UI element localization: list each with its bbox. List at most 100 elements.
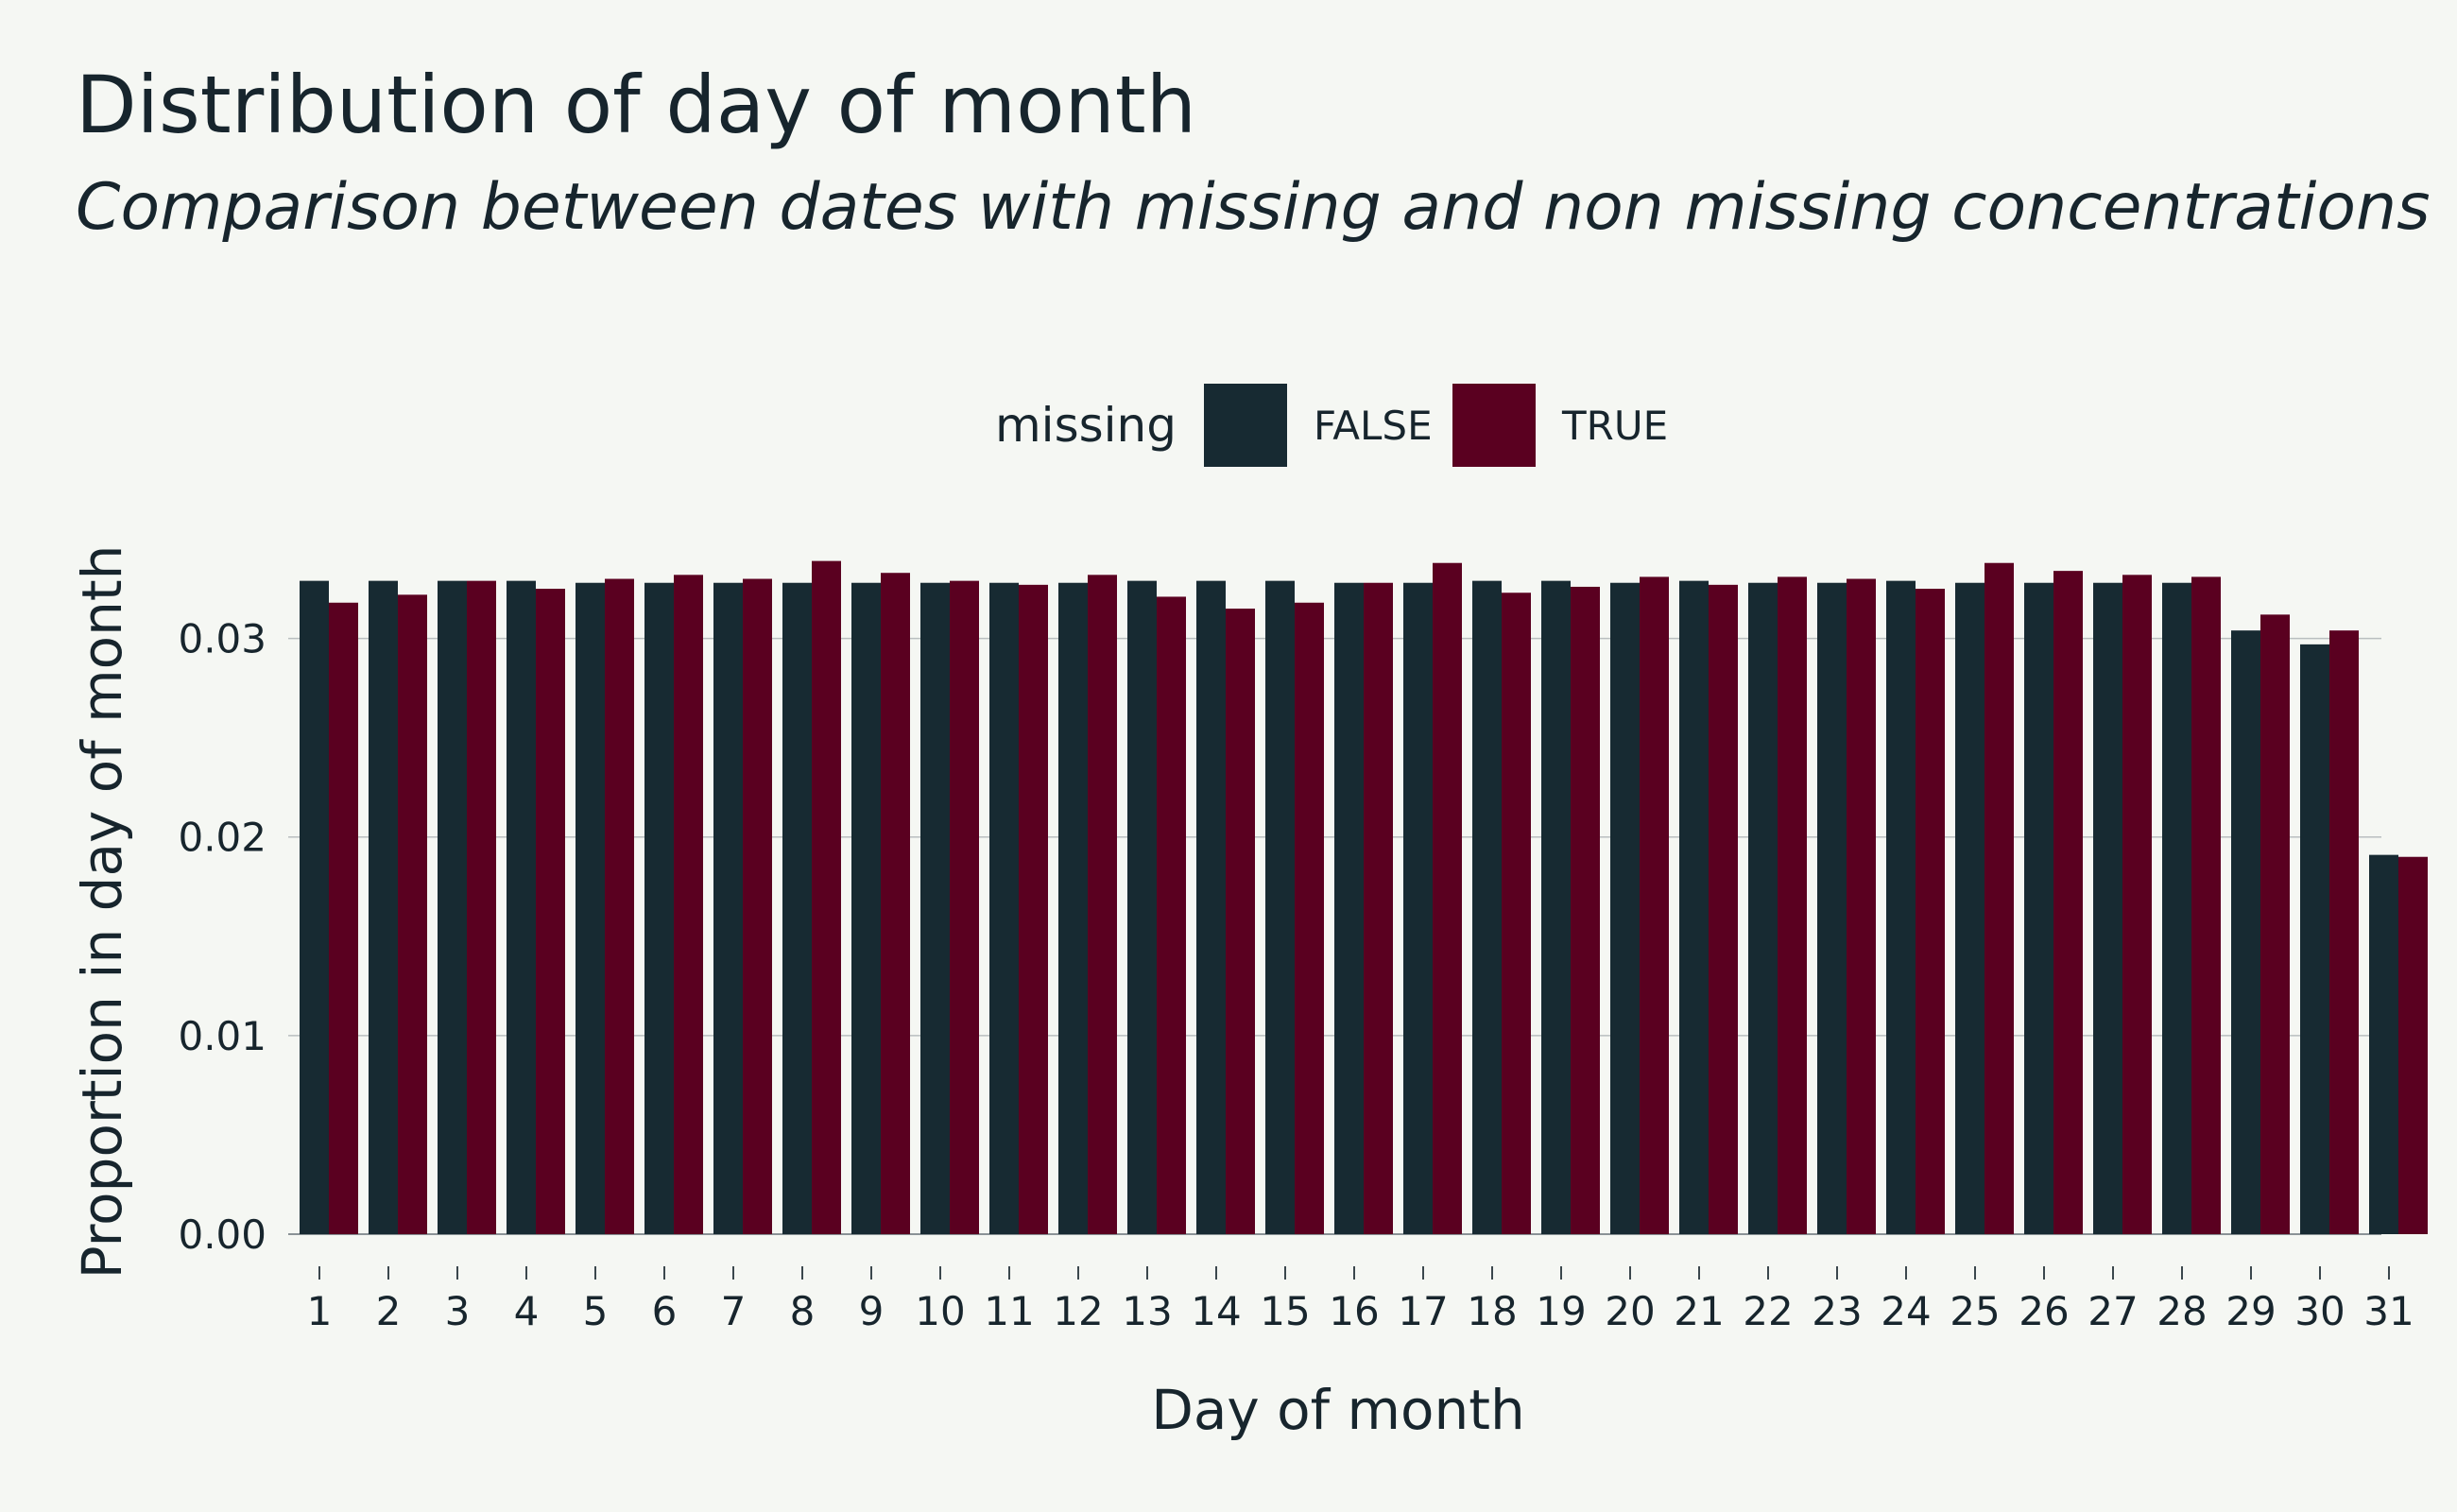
legend-label-true: TRUE: [1561, 403, 1668, 449]
bar-false-day-7: [713, 582, 743, 1234]
bar-false-day-13: [1127, 580, 1157, 1234]
y-tick-label: 0.02: [178, 815, 266, 861]
x-tick-label: 21: [1674, 1288, 1724, 1334]
x-tick-label: 16: [1329, 1288, 1379, 1334]
bar-false-day-17: [1403, 582, 1433, 1234]
bar-true-day-12: [1088, 575, 1117, 1234]
x-tick-label: 23: [1812, 1288, 1862, 1334]
bar-true-day-3: [467, 580, 496, 1234]
bars: [300, 560, 2428, 1234]
bar-true-day-10: [950, 580, 979, 1234]
x-tick-label: 18: [1467, 1288, 1517, 1334]
bar-true-day-17: [1433, 562, 1462, 1234]
x-tick-label: 19: [1536, 1288, 1586, 1334]
x-tick-label: 8: [790, 1288, 816, 1334]
y-tick-label: 0.00: [178, 1211, 266, 1258]
bar-false-day-6: [644, 582, 674, 1234]
x-tick-label: 20: [1605, 1288, 1655, 1334]
x-tick-label: 6: [652, 1288, 678, 1334]
x-tick-label: 3: [445, 1288, 471, 1334]
bar-false-day-14: [1196, 580, 1226, 1234]
bar-false-day-25: [1955, 582, 1984, 1234]
bar-false-day-4: [507, 580, 536, 1234]
x-tick-label: 30: [2294, 1288, 2345, 1334]
x-tick-label: 17: [1398, 1288, 1448, 1334]
bar-false-day-9: [851, 582, 881, 1234]
bar-false-day-1: [300, 580, 329, 1234]
x-tick-label: 1: [307, 1288, 333, 1334]
bar-true-day-31: [2398, 856, 2428, 1234]
bar-false-day-29: [2231, 630, 2260, 1234]
x-tick-label: 14: [1191, 1288, 1241, 1334]
bar-true-day-14: [1226, 609, 1255, 1234]
x-tick-label: 12: [1053, 1288, 1103, 1334]
bar-false-day-15: [1265, 580, 1295, 1234]
bar-true-day-5: [605, 578, 634, 1234]
x-tick-label: 15: [1260, 1288, 1310, 1334]
bar-true-day-29: [2260, 614, 2290, 1234]
bar-false-day-3: [438, 580, 467, 1234]
legend-label-false: FALSE: [1314, 403, 1433, 449]
bar-true-day-19: [1571, 586, 1600, 1234]
bar-true-day-20: [1640, 576, 1669, 1234]
x-axis-title: Day of month: [1151, 1378, 1525, 1442]
x-tick-label: 4: [514, 1288, 540, 1334]
legend-title: missing: [995, 398, 1177, 453]
x-tick-label: 13: [1122, 1288, 1172, 1334]
bar-true-day-15: [1295, 602, 1324, 1234]
legend-swatch-false: [1204, 384, 1287, 467]
x-tick-label: 9: [859, 1288, 885, 1334]
bar-true-day-13: [1157, 596, 1186, 1234]
bar-true-day-30: [2329, 630, 2359, 1234]
bar-true-day-21: [1709, 584, 1738, 1234]
bar-true-day-9: [881, 573, 910, 1234]
legend: missing FALSE TRUE: [995, 384, 1668, 467]
x-tick-label: 27: [2088, 1288, 2138, 1334]
legend-swatch-true: [1452, 384, 1536, 467]
x-tick-label: 31: [2363, 1288, 2414, 1334]
bar-false-day-21: [1679, 580, 1709, 1234]
bar-true-day-1: [329, 602, 358, 1234]
bar-true-day-2: [398, 594, 427, 1234]
bar-true-day-28: [2191, 576, 2221, 1234]
bar-true-day-6: [674, 575, 703, 1234]
x-tick-label: 11: [984, 1288, 1034, 1334]
bar-false-day-23: [1817, 582, 1847, 1234]
x-tick-label: 5: [583, 1288, 609, 1334]
y-tick-label: 0.03: [178, 616, 266, 662]
bar-true-day-24: [1916, 589, 1945, 1234]
bar-false-day-5: [576, 582, 605, 1234]
bar-true-day-16: [1364, 582, 1393, 1234]
bar-true-day-11: [1019, 584, 1048, 1234]
bar-true-day-25: [1984, 562, 2014, 1234]
x-tick-label: 24: [1881, 1288, 1931, 1334]
bar-false-day-31: [2369, 854, 2398, 1234]
x-axis: 1 2 3 4 5 6 7 8 9 10 11 12 13 14 15 16 17 18 19 20 21 22 23 24 2…: [307, 1266, 2414, 1334]
bar-true-day-22: [1778, 576, 1807, 1234]
bar-true-day-4: [536, 589, 565, 1234]
bar-false-day-16: [1334, 582, 1364, 1234]
bar-false-day-10: [920, 582, 950, 1234]
chart-title: Distribution of day of month: [76, 59, 1196, 151]
x-tick-label: 2: [376, 1288, 402, 1334]
x-tick-label: 7: [721, 1288, 747, 1334]
bar-true-day-7: [743, 578, 772, 1234]
bar-false-day-28: [2162, 582, 2191, 1234]
bar-false-day-8: [782, 582, 812, 1234]
bar-false-day-27: [2093, 582, 2122, 1234]
y-tick-label: 0.01: [178, 1013, 266, 1059]
bar-false-day-19: [1541, 580, 1571, 1234]
bar-false-day-30: [2300, 644, 2329, 1234]
bar-false-day-22: [1748, 582, 1778, 1234]
x-tick-label: 26: [2019, 1288, 2069, 1334]
bar-true-day-26: [2053, 571, 2083, 1234]
bar-true-day-8: [812, 560, 841, 1234]
bar-false-day-12: [1058, 582, 1088, 1234]
x-tick-label: 25: [1950, 1288, 2000, 1334]
y-axis-title: Proportion in day of month: [70, 545, 134, 1280]
y-axis: 0.00 0.01 0.02 0.03: [178, 616, 266, 1258]
bar-false-day-11: [989, 582, 1019, 1234]
bar-true-day-27: [2122, 575, 2152, 1234]
x-tick-label: 28: [2156, 1288, 2207, 1334]
